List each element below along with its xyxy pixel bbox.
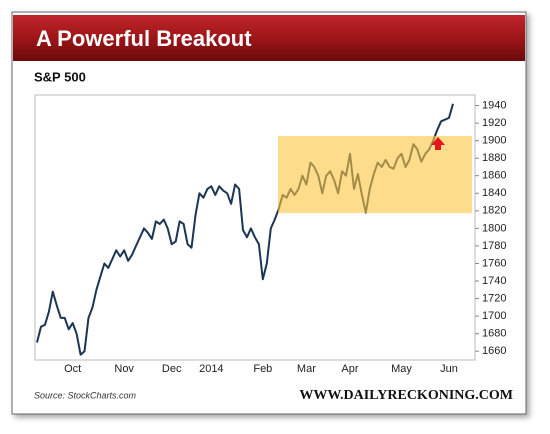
x-tick-label: Jun: [440, 363, 458, 375]
y-tick-label: 1800: [482, 222, 506, 234]
x-tick-label: Apr: [341, 363, 358, 375]
breakout-arrow: [431, 137, 445, 150]
x-tick-label: Oct: [64, 363, 81, 375]
chart-subtitle: S&P 500: [34, 69, 86, 84]
y-tick-label: 1900: [482, 135, 506, 147]
y-tick-label: 1700: [482, 310, 506, 322]
y-tick-label: 1920: [482, 117, 506, 129]
header-bar: [13, 15, 525, 61]
y-tick-label: 1820: [482, 205, 506, 217]
y-tick-label: 1940: [482, 99, 506, 111]
y-tick-label: 1660: [482, 345, 506, 357]
x-tick-label: Dec: [162, 363, 182, 375]
range-box: [278, 136, 472, 213]
y-tick-label: 1680: [482, 328, 506, 340]
x-tick-label: Feb: [253, 363, 272, 375]
x-tick-label: Nov: [114, 363, 134, 375]
marks: 1660 1680 1700 1720 1740 1760 1780 1800 1820 1840…: [36, 99, 506, 375]
y-tick-label: 1740: [482, 275, 506, 287]
y-tick-label: 1780: [482, 240, 506, 252]
x-tick-label: Mar: [297, 363, 316, 375]
y-tick-label: 1720: [482, 292, 506, 304]
source: Source: StockCharts.com: [34, 390, 137, 400]
x-tick-label: 2014: [199, 363, 223, 375]
plot-area: [34, 94, 476, 361]
watermark: WWW.DAILYRECKONING.COM: [299, 388, 513, 403]
y-tick-label: 1880: [482, 152, 506, 164]
y-tick-label: 1860: [482, 170, 506, 182]
x-tick-label: May: [391, 363, 412, 375]
y-tick-label: 1840: [482, 187, 506, 199]
y-tick-label: 1760: [482, 257, 506, 269]
chart-title: A Powerful Breakout: [36, 26, 252, 51]
